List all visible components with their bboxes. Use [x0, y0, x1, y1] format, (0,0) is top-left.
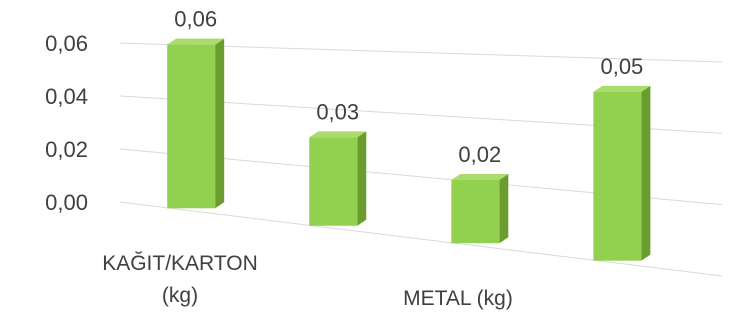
bars — [167, 38, 651, 261]
data-label: 0,06 — [174, 7, 217, 32]
bar — [593, 85, 651, 261]
category-label: (kg) — [162, 284, 198, 307]
bar — [451, 174, 509, 244]
bar-top-face — [451, 174, 509, 181]
bar-side-face — [215, 38, 225, 209]
data-labels: 0,06 0,03 0,02 0,05 — [174, 7, 643, 167]
category-label: KAĞIT/KARTON — [102, 252, 258, 275]
bar-side-face — [357, 131, 367, 226]
y-tick-label: 0,06 — [45, 31, 88, 56]
bar — [309, 131, 367, 226]
bar-front-face — [593, 91, 642, 261]
data-label: 0,03 — [316, 99, 359, 124]
bar-front-face — [309, 137, 358, 226]
bar-front-face — [167, 44, 216, 209]
y-tick-label: 0,02 — [45, 137, 88, 162]
category-label: METAL (kg) — [403, 287, 513, 310]
y-tick-label: 0,04 — [45, 84, 88, 109]
gridline — [119, 201, 723, 277]
bar-side-face — [499, 174, 509, 244]
bar-top-face — [309, 131, 367, 138]
y-axis-tick-labels: 0,00 0,02 0,04 0,06 — [45, 31, 88, 215]
y-tick-label: 0,00 — [45, 190, 88, 215]
data-label: 0,02 — [458, 142, 501, 167]
category-labels: KAĞIT/KARTON (kg) METAL (kg) — [102, 252, 513, 310]
bar-top-face — [167, 38, 225, 45]
data-label: 0,05 — [600, 54, 643, 79]
bar-top-face — [593, 85, 651, 92]
bar-side-face — [641, 85, 651, 261]
bar — [167, 38, 225, 209]
bar-front-face — [451, 180, 500, 244]
